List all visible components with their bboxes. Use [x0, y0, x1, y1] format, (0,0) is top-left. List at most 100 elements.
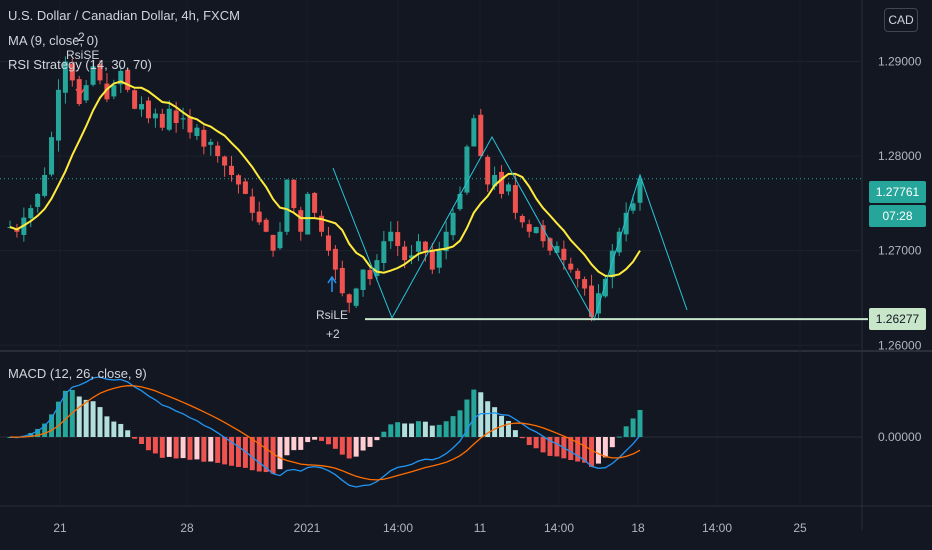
macd-histogram-bar: [554, 437, 560, 457]
candle-body: [125, 69, 131, 90]
macd-histogram-bar: [194, 437, 200, 460]
candle-body: [395, 232, 401, 246]
time-tick-label: 11: [474, 521, 487, 535]
candle-body: [187, 116, 193, 133]
macd-histogram-bar: [97, 407, 103, 437]
macd-histogram-bar: [118, 423, 124, 437]
candle-body: [457, 193, 463, 210]
macd-histogram-bar: [55, 401, 61, 437]
macd-histogram-bar: [215, 437, 221, 463]
candle-body: [609, 250, 615, 278]
candle-body: [111, 85, 117, 97]
candle-body: [159, 113, 165, 128]
candle-body: [540, 225, 546, 242]
macd-histogram-bar: [208, 437, 214, 462]
macd-histogram-bar: [90, 401, 96, 437]
candle-body: [104, 83, 110, 100]
macd-histogram-bar: [609, 437, 615, 448]
macd-histogram-bar: [277, 437, 283, 470]
candle-body: [575, 270, 581, 280]
macd-legend[interactable]: MACD (12, 26, close, 9): [8, 366, 147, 381]
candle-body: [402, 246, 408, 261]
time-tick-label: 2021: [294, 521, 321, 535]
macd-histogram-bar: [346, 437, 352, 459]
candle-body: [492, 175, 498, 187]
macd-histogram-bar: [457, 410, 463, 437]
candle-body: [436, 250, 442, 268]
candle-body: [443, 231, 449, 252]
candle-body: [132, 90, 138, 109]
candle-body: [76, 79, 82, 105]
macd-histogram-bar: [422, 421, 428, 437]
time-tick-label: 18: [631, 521, 645, 535]
macd-histogram-bar: [547, 437, 553, 456]
macd-histogram-bar: [180, 437, 186, 459]
macd-histogram-bar: [415, 421, 421, 437]
macd-histogram-bar: [367, 437, 373, 447]
macd-histogram-bar: [235, 437, 241, 467]
macd-histogram-bar: [229, 437, 235, 466]
short-signal-qty: -2: [74, 30, 85, 44]
candle-body: [464, 146, 470, 193]
price-tick-label: 1.29000: [878, 54, 922, 68]
macd-histogram-bar: [505, 420, 511, 437]
time-tick-label: 21: [53, 521, 67, 535]
macd-histogram-bar: [595, 437, 601, 464]
candle-body: [152, 113, 158, 119]
macd-histogram-bar: [526, 437, 532, 445]
macd-histogram-bar: [152, 437, 158, 454]
macd-histogram-bar: [242, 437, 248, 468]
candle-body: [83, 85, 89, 101]
ma-legend[interactable]: MA (9, close, 0): [8, 33, 99, 48]
macd-histogram-bar: [637, 409, 643, 437]
candle-body: [222, 156, 228, 166]
macd-histogram-bar: [49, 414, 55, 437]
macd-histogram-bar: [575, 437, 581, 462]
macd-histogram-bar: [485, 401, 491, 437]
macd-histogram-bar: [402, 423, 408, 437]
macd-histogram-bar: [339, 437, 345, 455]
candle-body: [69, 63, 75, 81]
macd-histogram-bar: [436, 424, 442, 437]
price-tick-label: 1.28000: [878, 149, 922, 163]
candle-body: [201, 129, 207, 147]
macd-histogram-bar: [76, 396, 82, 437]
candle-body: [145, 100, 151, 119]
candle-body: [381, 241, 387, 264]
candle-body: [62, 61, 68, 93]
candle-body: [208, 141, 214, 145]
macd-histogram-bar: [83, 399, 89, 437]
macd-tick-label: 0.00000: [878, 430, 922, 444]
candle-body: [374, 260, 380, 276]
candle-body: [256, 211, 262, 223]
macd-histogram-bar: [464, 399, 470, 437]
candle-body: [630, 203, 636, 211]
price-tick-label: 1.27000: [878, 244, 922, 258]
candle-body: [471, 118, 477, 147]
candle-body: [422, 241, 428, 251]
macd-histogram-bar: [139, 437, 145, 445]
candle-body: [139, 104, 145, 110]
candle-body: [118, 70, 124, 85]
macd-histogram-bar: [312, 437, 318, 440]
macd-histogram-bar: [28, 432, 34, 437]
currency-button[interactable]: CAD: [884, 8, 918, 32]
macd-histogram-bar: [173, 437, 179, 459]
macd-histogram-bar: [201, 437, 207, 462]
candle-body: [332, 248, 338, 270]
macd-histogram-bar: [284, 437, 290, 456]
time-tick-label: 25: [793, 521, 807, 535]
macd-histogram-bar: [589, 437, 595, 467]
candle-body: [249, 196, 255, 213]
macd-histogram-bar: [409, 423, 415, 437]
candle-body: [367, 270, 373, 280]
rsi-strategy-legend[interactable]: RSI Strategy (14, 30, 70): [8, 57, 152, 72]
macd-histogram-bar: [443, 421, 449, 437]
macd-histogram-bar: [111, 421, 117, 437]
candle-body: [90, 66, 96, 85]
candle-body: [388, 231, 394, 242]
candle-body: [589, 285, 595, 317]
candle-body: [346, 294, 352, 303]
candle-body: [526, 224, 532, 232]
